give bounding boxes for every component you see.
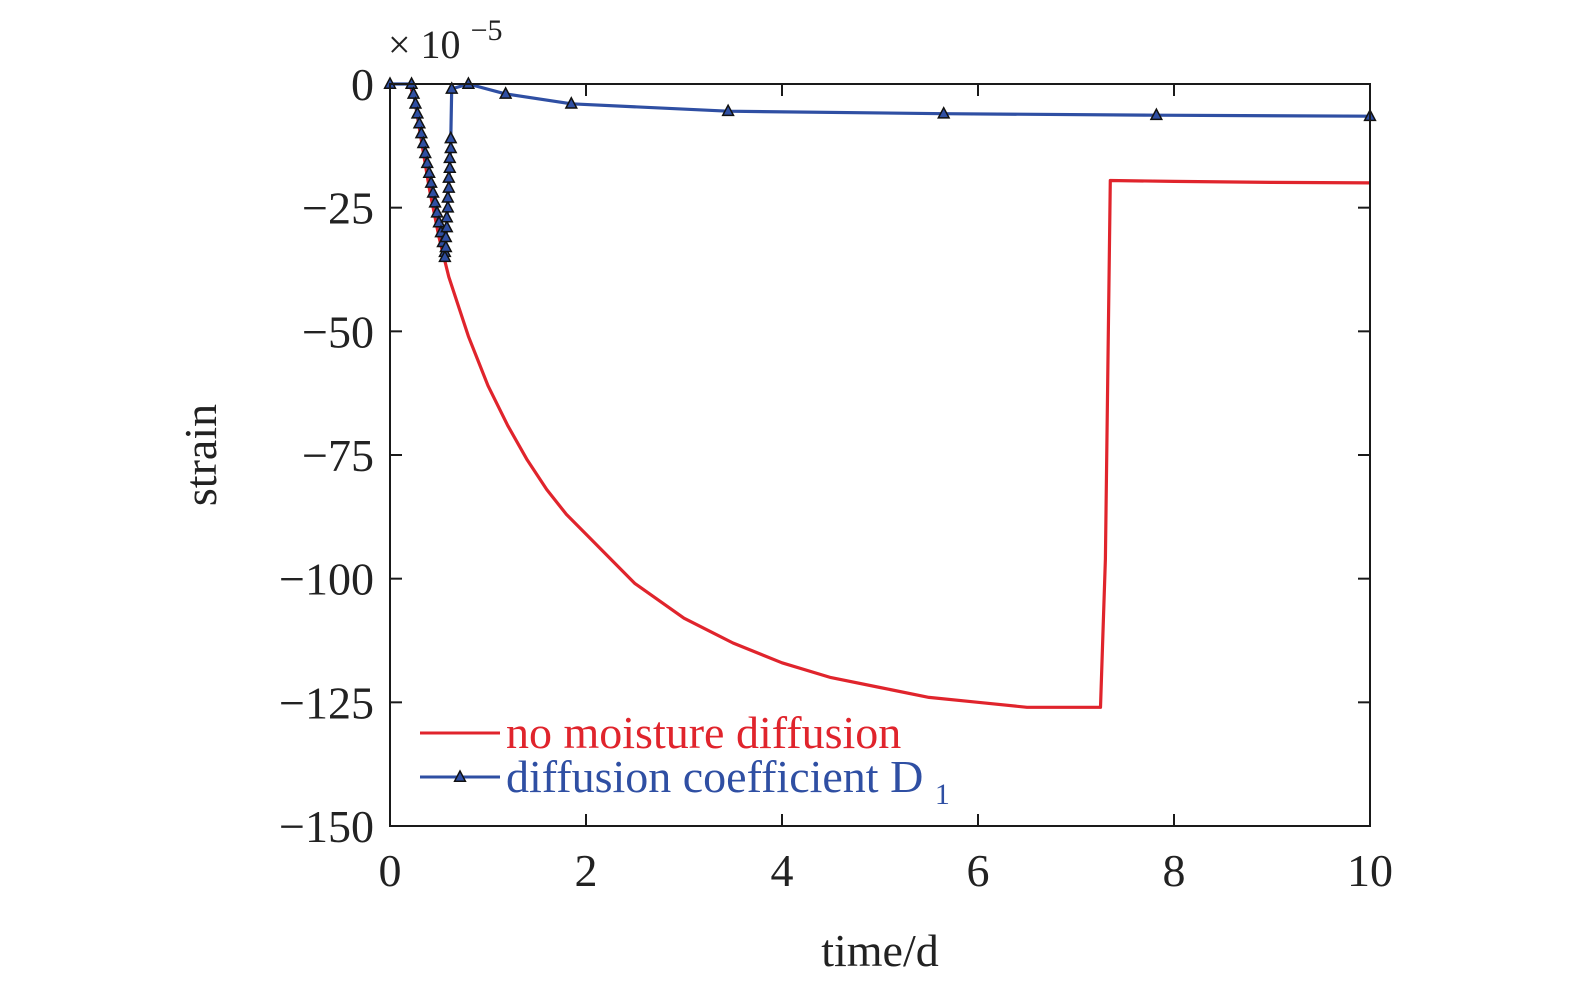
y-tick-label: −50 — [302, 306, 374, 357]
legend-label-subscript: 1 — [935, 778, 950, 811]
legend-label-diffusion-coefficient-text: diffusion coefficient D — [506, 751, 923, 802]
y-ticks: 0 −25 −50 −75 −100 −125 −150 — [279, 59, 1370, 852]
data-point-diffusion-coefficient-d — [444, 130, 458, 144]
x-axis-title: time/d — [821, 925, 939, 976]
legend-marker-triangle — [453, 769, 467, 782]
legend-label-diffusion-coefficient: diffusion coefficient D 1 — [506, 751, 950, 811]
data-point-diffusion-coefficient-d — [412, 115, 427, 129]
x-tick-label: 2 — [575, 845, 598, 896]
series-line-diffusion-coefficient-d — [390, 82, 1371, 259]
y-tick-label: −75 — [302, 430, 374, 481]
data-point-diffusion-coefficient-d — [443, 150, 457, 164]
y-tick-label: −150 — [279, 801, 374, 852]
data-point-diffusion-coefficient-d — [937, 106, 951, 119]
data-point-diffusion-coefficient-d — [442, 170, 456, 183]
x-tick-label: 0 — [379, 845, 402, 896]
data-point-diffusion-coefficient-d — [410, 106, 425, 119]
y-multiplier-base: × 10 — [388, 22, 461, 67]
data-point-diffusion-coefficient-d — [441, 200, 455, 213]
y-tick-label: −100 — [279, 554, 374, 605]
data-point-diffusion-coefficient-d — [498, 86, 513, 99]
y-tick-label: −125 — [279, 677, 374, 728]
x-tick-label: 8 — [1163, 845, 1186, 896]
data-point-diffusion-coefficient-d — [721, 103, 735, 117]
x-tick-label: 6 — [967, 845, 990, 896]
data-point-diffusion-coefficient-d — [443, 160, 457, 174]
data-point-diffusion-coefficient-d — [438, 249, 452, 263]
data-point-diffusion-coefficient-d — [416, 135, 430, 149]
data-point-diffusion-coefficient-d — [442, 180, 456, 193]
data-point-diffusion-coefficient-d — [1149, 107, 1164, 121]
plot-layer — [383, 76, 1377, 709]
data-point-diffusion-coefficient-d — [420, 155, 434, 169]
x-tick-label: 4 — [771, 845, 794, 896]
y-tick-label: −25 — [302, 183, 374, 234]
data-point-diffusion-coefficient-d — [439, 239, 453, 253]
data-point-diffusion-coefficient-d — [408, 96, 423, 109]
data-point-diffusion-coefficient-d — [440, 219, 454, 233]
data-point-diffusion-coefficient-d — [422, 165, 436, 178]
data-point-diffusion-coefficient-d — [445, 81, 459, 94]
legend-label-no-moisture-diffusion: no moisture diffusion — [506, 707, 901, 758]
data-point-diffusion-coefficient-d — [430, 205, 444, 218]
data-point-diffusion-coefficient-d — [439, 229, 453, 243]
data-point-diffusion-coefficient-d — [428, 195, 442, 208]
data-point-diffusion-coefficient-d — [441, 190, 455, 203]
data-point-diffusion-coefficient-d — [418, 145, 432, 159]
y-multiplier-exponent: −5 — [471, 14, 503, 47]
data-point-diffusion-coefficient-d — [564, 96, 578, 109]
x-tick-label: 10 — [1347, 845, 1393, 896]
data-point-diffusion-coefficient-d — [444, 140, 458, 154]
data-point-diffusion-coefficient-d — [424, 175, 438, 188]
y-tick-label: 0 — [351, 59, 374, 110]
data-point-diffusion-coefficient-d — [440, 209, 454, 223]
x-ticks: 0 2 4 6 8 10 — [379, 84, 1393, 896]
data-point-diffusion-coefficient-d — [406, 86, 421, 99]
data-point-diffusion-coefficient-d — [426, 185, 440, 198]
series-line-no-moisture-diffusion — [408, 83, 1371, 709]
data-point-diffusion-coefficient-d — [414, 125, 429, 139]
legend: no moisture diffusion diffusion coeffici… — [420, 707, 950, 811]
y-multiplier-label: × 10 −5 — [388, 14, 502, 67]
y-axis-title: strain — [175, 404, 226, 506]
